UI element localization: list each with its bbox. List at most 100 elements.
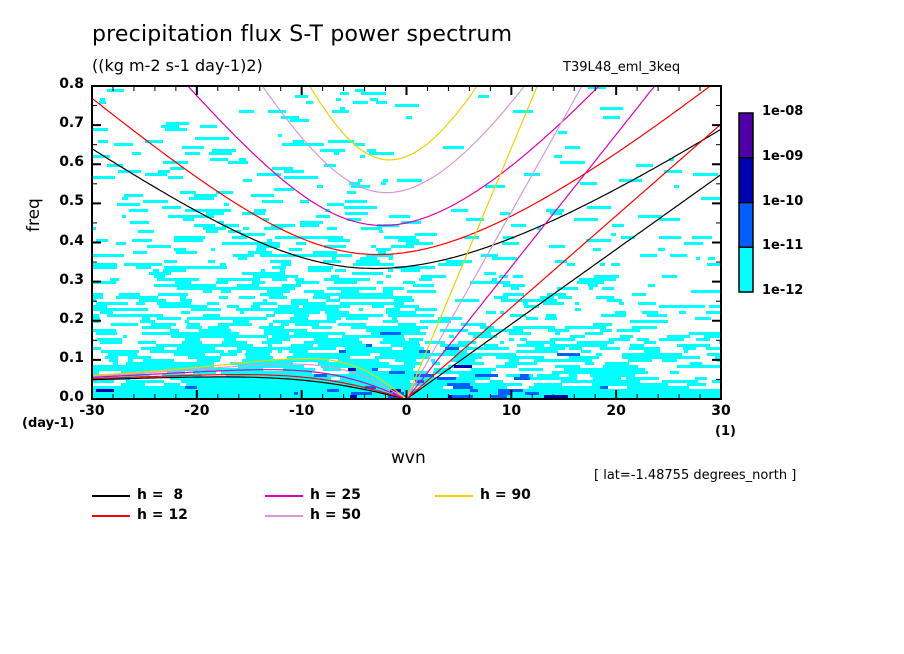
field-cell: [517, 344, 528, 347]
field-cell: [327, 389, 339, 392]
field-cell: [246, 356, 258, 359]
field-cell: [706, 311, 721, 314]
field-cell: [319, 302, 326, 305]
field-cell: [667, 386, 689, 389]
field-cell: [218, 323, 242, 326]
field-cell: [380, 365, 403, 368]
field-cell: [295, 347, 299, 350]
field-cell: [107, 164, 123, 167]
field-cell: [225, 368, 245, 371]
field-cell: [106, 392, 124, 395]
field-cell: [269, 242, 280, 245]
field-cell: [264, 392, 277, 395]
field-cell: [305, 311, 320, 314]
field-cell: [174, 278, 190, 281]
field-cell: [615, 311, 626, 314]
field-cell: [372, 368, 378, 371]
field-cell: [498, 353, 516, 356]
field-cell: [439, 380, 451, 383]
field-cell: [455, 299, 479, 302]
field-cell: [170, 167, 184, 170]
field-cell: [674, 185, 679, 188]
field-cell: [503, 236, 514, 239]
field-cell: [126, 395, 138, 398]
field-cell: [695, 317, 711, 320]
field-cell: [450, 392, 463, 395]
field-cell: [393, 314, 413, 317]
field-cell: [281, 287, 295, 290]
field-cell: [191, 308, 203, 311]
legend-item: h = 12: [92, 507, 212, 523]
field-cell: [526, 341, 532, 344]
field-cell: [677, 365, 695, 368]
field-cell: [329, 356, 333, 359]
field-cell: [378, 251, 386, 254]
field-cell: [101, 350, 118, 353]
field-cell: [283, 368, 299, 371]
field-cell: [655, 320, 668, 323]
field-cell: [114, 143, 133, 146]
field-cell: [495, 386, 507, 389]
field-cell: [558, 296, 572, 299]
field-cell: [251, 305, 260, 308]
field-cell: [459, 386, 473, 389]
field-cell: [401, 269, 420, 272]
field-cell: [636, 347, 660, 350]
field-cell: [210, 158, 228, 161]
field-cell: [184, 353, 199, 356]
field-cell: [92, 368, 115, 371]
field-cell: [273, 359, 292, 362]
field-cell: [450, 371, 469, 374]
field-cell: [100, 311, 113, 314]
field-cell: [209, 383, 217, 386]
field-cell: [144, 386, 160, 389]
field-cell: [372, 326, 376, 329]
field-cell: [211, 248, 215, 251]
field-cell: [318, 269, 331, 272]
field-cell: [160, 368, 164, 371]
field-cell: [238, 257, 247, 260]
y-tick-label: 0.2: [59, 310, 84, 327]
field-cell: [425, 341, 445, 344]
field-cell: [630, 389, 655, 392]
field-cell: [545, 383, 553, 386]
field-cell: [257, 335, 261, 338]
field-cell: [534, 350, 558, 353]
field-cell: [174, 239, 182, 242]
field-cell: [291, 344, 313, 347]
field-cell: [380, 332, 401, 335]
field-cell: [309, 389, 327, 392]
field-cell: [717, 332, 721, 335]
field-cell: [552, 371, 565, 374]
field-cell: [180, 191, 196, 194]
field-cell: [300, 389, 309, 392]
field-cell: [187, 323, 200, 326]
field-cell: [321, 386, 330, 389]
field-cell: [543, 302, 564, 305]
field-cell: [294, 386, 301, 389]
field-cell: [121, 389, 125, 392]
legend-swatch: [265, 495, 303, 497]
field-cell: [621, 380, 631, 383]
field-cell: [274, 389, 290, 392]
field-cell: [380, 341, 391, 344]
field-cell: [286, 308, 297, 311]
field-cell: [321, 320, 336, 323]
field-cell: [547, 293, 566, 296]
field-cell: [532, 341, 555, 344]
field-cell: [373, 377, 389, 380]
field-cell: [619, 179, 642, 182]
field-cell: [427, 383, 447, 386]
field-cell: [92, 308, 108, 311]
field-cell: [287, 335, 298, 338]
field-cell: [251, 296, 255, 299]
field-cell: [96, 332, 112, 335]
field-cell: [451, 380, 475, 383]
field-cell: [123, 335, 127, 338]
field-cell: [359, 308, 363, 311]
field-cell: [564, 368, 579, 371]
field-cell: [677, 344, 686, 347]
field-cell: [159, 305, 166, 308]
field-cell: [345, 305, 350, 308]
field-cell: [565, 371, 589, 374]
